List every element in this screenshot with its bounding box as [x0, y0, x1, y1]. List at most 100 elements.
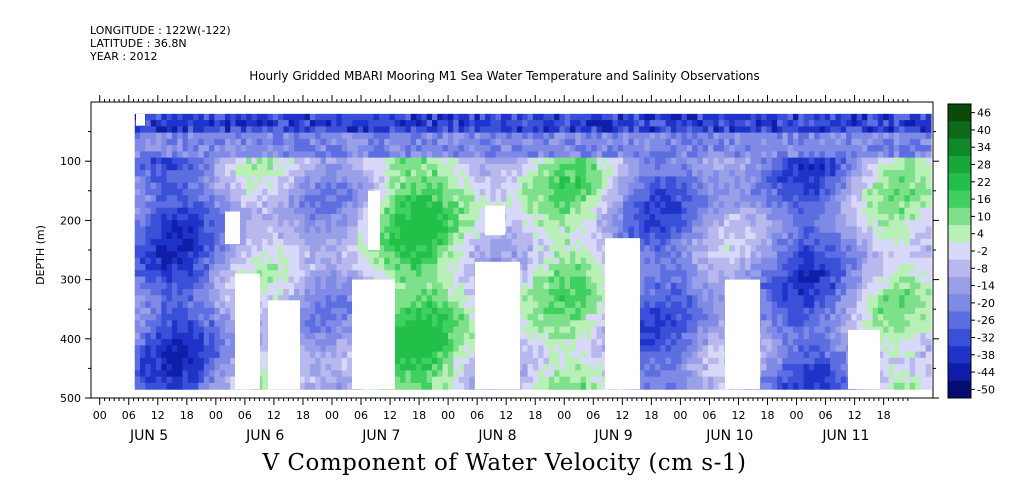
- heatmap-cell: [708, 182, 714, 190]
- heatmap-cell: [209, 307, 215, 315]
- heatmap-cell: [654, 176, 661, 184]
- heatmap-cell: [177, 120, 184, 127]
- heatmap-cell: [564, 251, 571, 259]
- heatmap-cell: [575, 151, 582, 159]
- heatmap-cell: [171, 270, 178, 278]
- heatmap-cell: [145, 357, 152, 365]
- heatmap-cell: [214, 320, 221, 328]
- heatmap-cell: [294, 238, 300, 246]
- heatmap-cell: [697, 120, 704, 127]
- heatmap-cell: [469, 276, 476, 284]
- heatmap-cell: [341, 263, 348, 271]
- heatmap-cell: [458, 357, 465, 365]
- heatmap-cell: [320, 201, 327, 209]
- heatmap-cell: [570, 370, 576, 378]
- heatmap-cell: [198, 295, 205, 303]
- heatmap-cell: [676, 251, 683, 259]
- heatmap-cell: [288, 176, 295, 184]
- heatmap-cell: [580, 357, 587, 365]
- heatmap-cell: [463, 332, 470, 340]
- heatmap-cell: [145, 182, 152, 190]
- heatmap-cell: [527, 326, 534, 334]
- heatmap-cell: [708, 213, 714, 221]
- heatmap-cell: [692, 370, 699, 378]
- heatmap-cell: [320, 257, 327, 265]
- heatmap-cell: [511, 182, 518, 190]
- heatmap-cell: [729, 182, 736, 190]
- heatmap-cell: [644, 332, 651, 340]
- heatmap-cell: [713, 376, 720, 384]
- heatmap-cell: [336, 314, 343, 321]
- heatmap-cell: [193, 257, 200, 265]
- heatmap-cell: [713, 113, 720, 121]
- heatmap-cell: [384, 113, 391, 121]
- heatmap-cell: [182, 345, 189, 353]
- heatmap-cell: [596, 320, 603, 328]
- heatmap-cell: [686, 120, 693, 127]
- heatmap-cell: [681, 176, 688, 184]
- heatmap-cell: [294, 157, 300, 165]
- heatmap-cell: [267, 188, 274, 196]
- heatmap-cell: [384, 151, 391, 159]
- heatmap-cell: [437, 263, 444, 271]
- heatmap-cell: [315, 138, 322, 146]
- heatmap-cell: [570, 132, 576, 140]
- heatmap-cell: [224, 163, 231, 171]
- heatmap-cell: [262, 270, 269, 278]
- heatmap-cell: [240, 163, 247, 171]
- heatmap-cell: [145, 295, 152, 303]
- heatmap-cell: [607, 176, 614, 184]
- heatmap-cell: [294, 182, 300, 190]
- heatmap-cell: [522, 370, 529, 378]
- heatmap-cell: [246, 257, 253, 265]
- heatmap-cell: [463, 376, 470, 384]
- heatmap-cell: [315, 220, 322, 228]
- heatmap-cell: [400, 263, 407, 271]
- heatmap-cell: [686, 238, 693, 246]
- heatmap-cell: [580, 232, 587, 240]
- heatmap-cell: [394, 289, 401, 296]
- heatmap-cell: [644, 307, 651, 315]
- heatmap-cell: [341, 207, 348, 215]
- heatmap-cell: [171, 245, 178, 253]
- heatmap-cell: [410, 182, 417, 190]
- heatmap-cell: [660, 213, 667, 221]
- heatmap-cell: [219, 120, 226, 127]
- heatmap-cell: [660, 151, 667, 159]
- heatmap-cell: [670, 289, 677, 296]
- heatmap-cell: [309, 195, 316, 203]
- heatmap-cell: [463, 126, 470, 134]
- heatmap-cell: [224, 276, 231, 284]
- heatmap-cell: [219, 207, 226, 215]
- heatmap-cell: [373, 120, 380, 127]
- heatmap-cell: [262, 213, 269, 221]
- heatmap-cell: [686, 220, 693, 228]
- heatmap-cell: [437, 339, 444, 346]
- location-metadata: LONGITUDE : 122W(-122) LATITUDE : 36.8N …: [90, 24, 231, 63]
- heatmap-cell: [315, 120, 322, 127]
- heatmap-cell: [214, 182, 221, 190]
- heatmap-cell: [543, 226, 550, 234]
- heatmap-cell: [591, 238, 598, 246]
- heatmap-cell: [341, 251, 348, 259]
- heatmap-cell: [251, 163, 258, 171]
- heatmap-cell: [171, 382, 178, 390]
- heatmap-cell: [251, 207, 258, 215]
- heatmap-cell: [336, 195, 343, 203]
- heatmap-cell: [256, 220, 263, 228]
- heatmap-cell: [490, 238, 497, 246]
- heatmap-cell: [193, 339, 200, 346]
- heatmap-cell: [336, 289, 343, 296]
- heatmap-cell: [596, 220, 603, 228]
- heatmap-cell: [400, 207, 407, 215]
- heatmap-cell: [447, 151, 454, 159]
- heatmap-cell: [198, 176, 205, 184]
- heatmap-cell: [453, 145, 460, 152]
- heatmap-cell: [246, 245, 253, 253]
- heatmap-cell: [580, 132, 587, 140]
- heatmap-cell: [463, 226, 470, 234]
- heatmap-cell: [325, 220, 332, 228]
- heatmap-cell: [219, 157, 226, 165]
- heatmap-cell: [692, 270, 699, 278]
- heatmap-cell: [325, 120, 332, 127]
